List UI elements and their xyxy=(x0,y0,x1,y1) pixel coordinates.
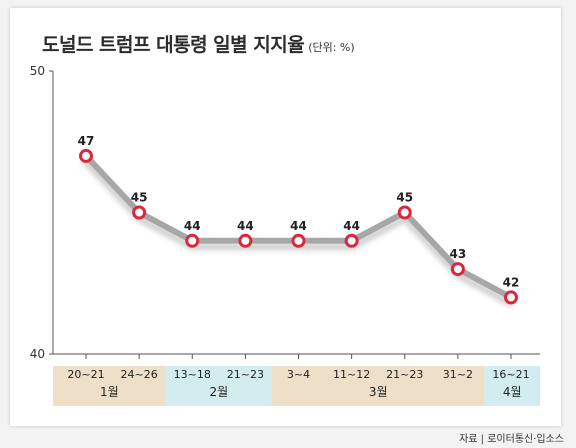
data-labels: 47 45 44 44 44 44 45 43 42 xyxy=(78,134,520,290)
data-point xyxy=(132,205,147,220)
y-tick-label: 40 xyxy=(30,347,45,361)
unit-label: (단위: %) xyxy=(308,41,355,54)
data-label: 45 xyxy=(396,191,413,205)
month-band-4 xyxy=(484,366,540,406)
data-point xyxy=(238,233,253,248)
chart-card xyxy=(10,8,561,426)
month-bands: 1월 2월 3월 4월 xyxy=(53,366,540,406)
x-tick-label: 11~12 xyxy=(333,368,370,381)
data-label: 45 xyxy=(131,191,148,205)
y-tick-label: 50 xyxy=(30,64,45,78)
x-tick-label: 13~18 xyxy=(174,368,211,381)
data-label: 44 xyxy=(343,219,360,233)
data-label: 47 xyxy=(78,134,95,148)
data-label: 42 xyxy=(503,275,520,289)
month-label: 2월 xyxy=(209,385,228,399)
data-label: 44 xyxy=(290,219,307,233)
data-point xyxy=(185,233,200,248)
x-tick-label: 3~4 xyxy=(287,368,310,381)
chart-title-text: 도널드 트럼프 대통령 일별 지지율 xyxy=(42,34,305,56)
data-label: 43 xyxy=(450,247,467,261)
x-tick-label: 24~26 xyxy=(121,368,158,381)
x-tick-label: 21~23 xyxy=(386,368,423,381)
data-point xyxy=(344,233,359,248)
chart-title: 도널드 트럼프 대통령 일별 지지율 (단위: %) xyxy=(42,30,355,57)
month-band-1 xyxy=(53,366,166,406)
data-point xyxy=(291,233,306,248)
data-point xyxy=(504,290,518,305)
month-label: 4월 xyxy=(503,385,522,399)
x-tick-label: 31~2 xyxy=(443,368,473,381)
data-point xyxy=(79,148,93,163)
data-label: 44 xyxy=(237,219,254,233)
x-tick-label: 16~21 xyxy=(492,368,529,381)
data-label: 44 xyxy=(184,219,201,233)
month-label: 3월 xyxy=(369,385,388,399)
month-band-2 xyxy=(165,366,272,406)
markers xyxy=(79,148,518,305)
month-label: 1월 xyxy=(100,385,119,399)
x-tick-label: 20~21 xyxy=(67,368,104,381)
axes: 40 50 20~21 24~26 13~18 21~23 3~4 11~12 21~23 31~… xyxy=(30,64,540,381)
source-note: 자료 | 로이터통신·입소스 xyxy=(459,434,564,445)
data-point xyxy=(450,262,465,277)
month-band-3 xyxy=(271,366,485,406)
data-point xyxy=(397,205,412,220)
x-tick-label: 21~23 xyxy=(227,368,264,381)
